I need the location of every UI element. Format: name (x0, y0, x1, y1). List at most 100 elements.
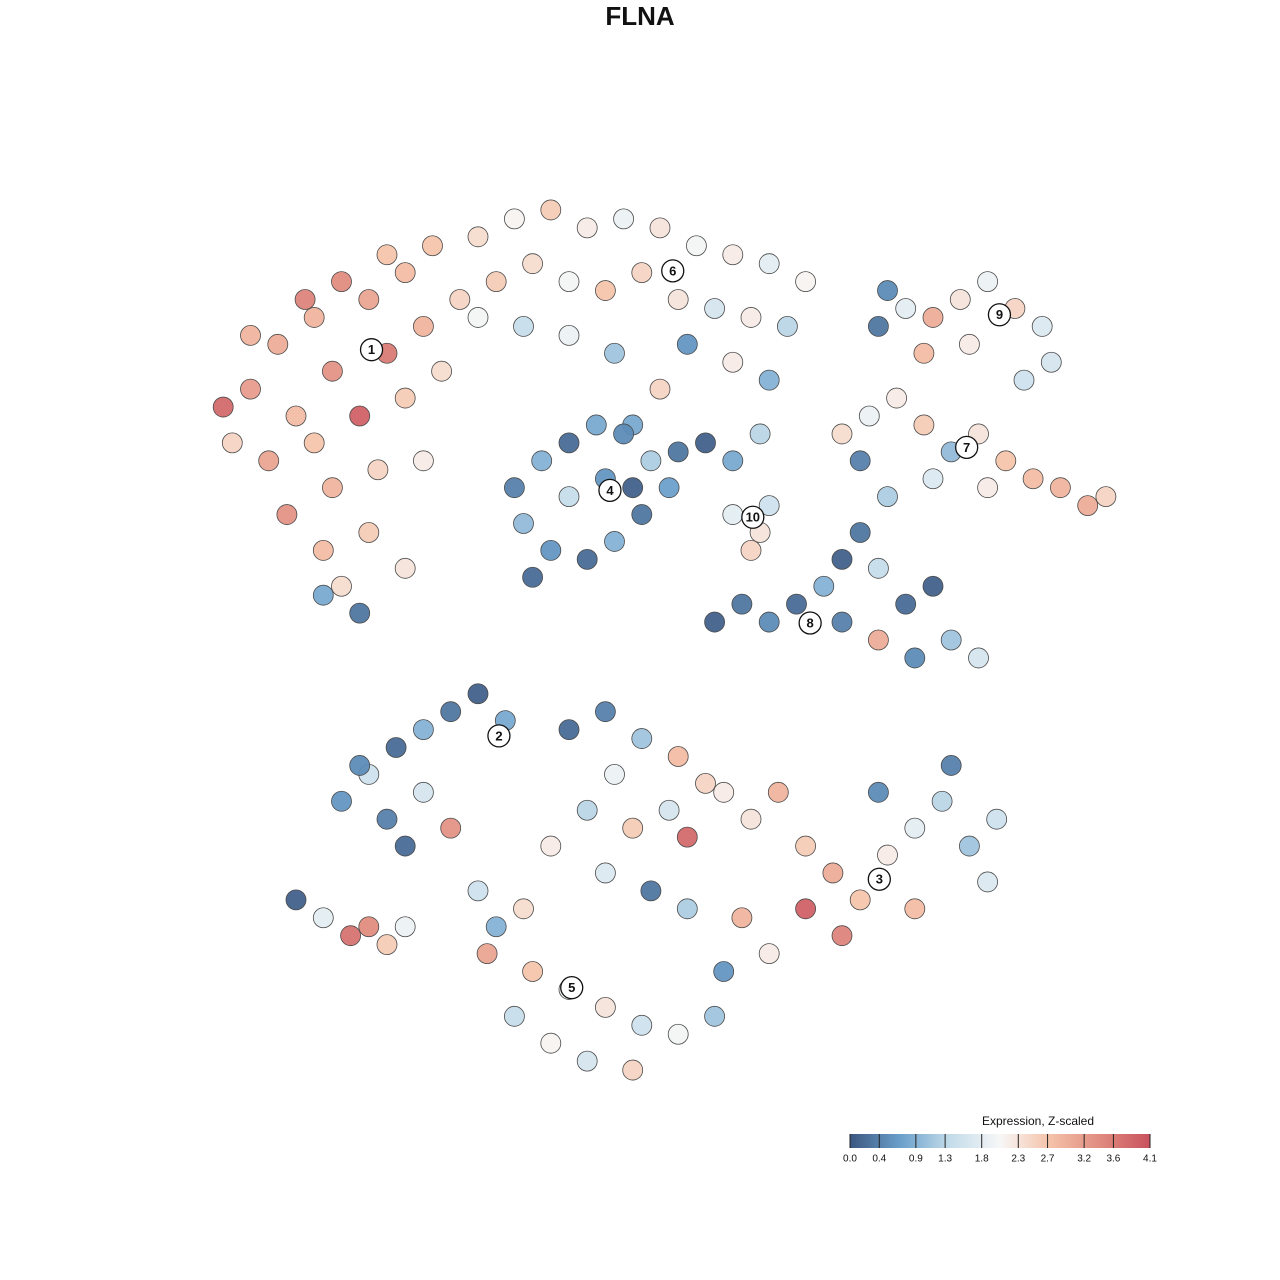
cell-point (1022, 468, 1044, 490)
colorbar-tick-label: 3.6 (1106, 1154, 1120, 1165)
cell-point (622, 817, 644, 839)
cluster-label: 7 (963, 440, 970, 455)
cell-point (913, 414, 935, 436)
cell-point (467, 226, 489, 248)
colorbar-tick-label: 0.0 (843, 1154, 857, 1165)
cell-point (722, 504, 744, 525)
cell-point (922, 307, 944, 328)
cell-point (212, 396, 234, 418)
cell-point (504, 477, 525, 499)
cell-point (831, 423, 853, 445)
colorbar-tick-label: 4.1 (1143, 1154, 1157, 1165)
chart-title: FLNA (605, 1, 675, 31)
cell-point (522, 253, 543, 275)
cell-point (831, 611, 853, 633)
cell-point (913, 342, 935, 364)
cell-point (513, 513, 534, 534)
colorbar-tick-label: 1.3 (938, 1154, 952, 1165)
cell-point (540, 835, 562, 857)
cell-point (704, 298, 725, 319)
cell-point (695, 772, 716, 794)
cell-point (658, 799, 680, 821)
cell-point (367, 459, 389, 481)
cluster-label: 2 (495, 728, 502, 743)
cell-point (968, 647, 989, 669)
cell-point (312, 540, 334, 561)
cell-point (868, 781, 889, 803)
cell-point (385, 737, 407, 758)
cell-point (513, 315, 534, 337)
cell-point (312, 907, 334, 929)
cell-point (431, 360, 453, 382)
cell-point (1050, 477, 1071, 499)
cell-point (895, 298, 917, 319)
cell-point (576, 548, 598, 570)
cell-point (949, 289, 971, 310)
cell-point (667, 746, 689, 767)
cell-point (604, 764, 625, 785)
cell-point (959, 333, 980, 355)
cell-point (686, 235, 707, 257)
cell-point (394, 387, 416, 409)
cell-point (394, 916, 416, 938)
cell-point (358, 916, 380, 938)
cell-point (849, 522, 871, 543)
cell-point (895, 593, 917, 615)
cluster-label: 10 (746, 510, 760, 525)
cell-point (576, 217, 598, 239)
cell-point (658, 477, 680, 499)
cell-point (922, 468, 944, 490)
cell-point (440, 817, 462, 839)
cell-point (604, 531, 625, 552)
cell-point (940, 629, 962, 651)
colorbar (850, 1134, 1150, 1148)
cell-point (931, 790, 953, 812)
cell-point (558, 719, 580, 740)
cell-point (722, 450, 744, 472)
cell-point (713, 781, 735, 803)
cell-point (303, 307, 325, 328)
cell-point (576, 1050, 598, 1072)
cell-point (722, 351, 744, 373)
cell-point (394, 262, 416, 284)
cell-point (285, 889, 307, 911)
cell-point (986, 808, 1008, 830)
cell-point (977, 477, 998, 499)
cell-point (340, 925, 362, 947)
cell-point (777, 315, 798, 337)
cell-point (476, 943, 498, 964)
cell-point (595, 996, 616, 1018)
cluster-label-bg (598, 478, 622, 503)
cell-point (412, 450, 434, 472)
cell-point (522, 566, 543, 588)
cell-point (312, 584, 334, 606)
cell-point (959, 835, 980, 857)
cell-point (1077, 495, 1099, 517)
cluster-label: 3 (876, 872, 883, 887)
cell-point (795, 898, 816, 920)
cell-point (349, 405, 371, 427)
cell-point (540, 540, 562, 561)
cell-point (467, 307, 489, 328)
cell-point (358, 522, 380, 543)
cell-point (558, 432, 580, 454)
cell-point (995, 450, 1017, 472)
cell-point (449, 289, 471, 310)
cell-point (858, 405, 880, 427)
cell-point (412, 719, 434, 740)
cluster-label-bg (741, 505, 765, 529)
cluster-label: 9 (996, 307, 1003, 322)
colorbar-tick-label: 0.4 (872, 1154, 886, 1165)
cell-point (467, 683, 489, 705)
cell-point (376, 934, 398, 956)
cell-point (631, 504, 653, 525)
cell-point (640, 450, 662, 472)
cell-point (831, 548, 853, 570)
cell-point (349, 602, 371, 624)
cell-point (822, 862, 844, 884)
cell-point (613, 423, 634, 445)
cell-point (576, 799, 598, 821)
cluster-label-bg (661, 259, 685, 283)
cell-point (977, 271, 998, 293)
cell-point (376, 808, 398, 830)
